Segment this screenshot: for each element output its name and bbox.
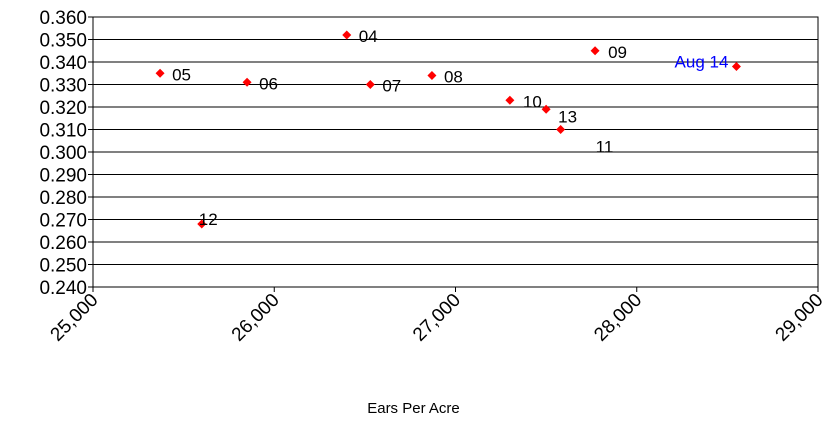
data-point [155,68,165,78]
point-label: 12 [199,210,218,229]
point-label: 11 [596,138,614,157]
data-point [505,95,515,105]
x-axis-label: Ears Per Acre [367,400,460,417]
data-point [197,219,207,229]
data-point [242,77,252,87]
data-point [731,62,741,71]
y-tick-label: 0.320 [39,98,87,119]
point-label: 10 [523,92,542,111]
point-label: 06 [259,74,278,93]
y-axis-ticks: 0.2400.2500.2600.2700.2800.2900.3000.310… [39,8,93,299]
y-tick-label: 0.350 [39,31,87,52]
point-labels: 04 05 06 07 08 09 10 13 11 12 Aug 14 [172,27,728,229]
x-tick-label: 27,000 [409,290,465,346]
y-tick-label: 0.240 [39,278,87,299]
data-point [365,80,375,89]
y-tick-label: 0.290 [39,166,87,187]
point-label: 07 [382,77,401,96]
y-tick-label: 0.280 [39,188,87,209]
y-tick-label: 0.270 [39,211,87,232]
data-points [155,30,741,229]
y-tick-label: 0.340 [39,53,87,74]
point-label: 04 [359,27,378,46]
y-tick-label: 0.310 [39,121,87,142]
data-point [427,71,437,80]
x-tick-label: 29,000 [772,290,827,346]
x-axis-ticks: 25,000 26,000 27,000 28,000 29,000 [47,287,827,346]
y-tick-label: 0.300 [39,143,87,164]
point-label: Aug 14 [675,53,729,72]
data-point [590,46,600,56]
data-point [556,125,566,134]
x-tick-label: 26,000 [228,290,284,346]
y-tick-label: 0.250 [39,256,87,277]
point-label: 05 [172,65,191,84]
y-tick-label: 0.260 [39,233,87,254]
x-tick-label: 28,000 [590,290,646,346]
point-label: 09 [608,43,627,62]
y-tick-label: 0.330 [39,76,87,97]
data-point [342,30,352,40]
point-label: 13 [558,107,577,126]
data-point [541,104,551,114]
y-tick-label: 0.360 [39,8,87,29]
point-label: 08 [444,68,463,87]
